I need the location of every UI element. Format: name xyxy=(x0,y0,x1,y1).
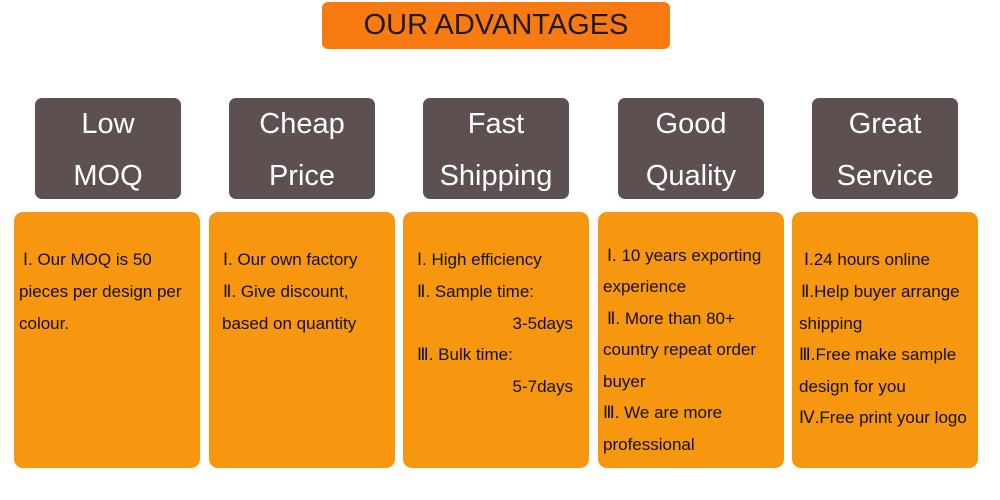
card-great-service: Ⅰ.24 hours online Ⅱ.Help buyer arrange s… xyxy=(792,212,978,468)
header-cheap-price: Cheap Price xyxy=(229,98,375,199)
card-line: Ⅰ. Our own factory xyxy=(223,250,358,269)
card-line: buyer xyxy=(603,372,646,391)
card-line: 3-5days xyxy=(512,314,573,333)
card-low-moq: Ⅰ. Our MOQ is 50 pieces per design per c… xyxy=(14,212,200,468)
card-line: Ⅱ.Help buyer arrange xyxy=(801,282,960,301)
header-line: Shipping xyxy=(439,160,553,192)
header-line: Price xyxy=(268,160,336,192)
card-line: design for you xyxy=(799,377,906,396)
card-line: Ⅱ. Give discount, xyxy=(223,282,349,301)
header-line: Service xyxy=(836,160,934,192)
card-line: 5-7days xyxy=(512,377,573,396)
header-low-moq: Low MOQ xyxy=(35,98,181,199)
card-line: pieces per design per xyxy=(19,282,182,301)
card-line: Ⅱ. Sample time: xyxy=(417,282,535,301)
card-line: Ⅲ.Free make sample xyxy=(799,345,957,364)
header-line: MOQ xyxy=(73,160,143,192)
header-line: Quality xyxy=(645,160,737,192)
header-line: Good xyxy=(655,108,727,140)
card-good-quality: Ⅰ. 10 years exporting experience Ⅱ. More… xyxy=(598,212,784,468)
header-line: Low xyxy=(81,108,135,140)
card-line: colour. xyxy=(19,314,70,333)
header-line: Cheap xyxy=(259,108,345,140)
card-line: Ⅰ. Our MOQ is 50 xyxy=(23,250,152,269)
header-line: Fast xyxy=(467,108,525,140)
header-line: Great xyxy=(848,108,922,140)
card-line: Ⅰ. High efficiency xyxy=(417,250,542,269)
card-line: based on quantity xyxy=(222,314,357,333)
card-line: Ⅳ.Free print your logo xyxy=(799,408,967,427)
card-line: country repeat order xyxy=(603,340,757,359)
card-line: Ⅲ. We are more xyxy=(603,403,723,422)
card-cheap-price: Ⅰ. Our own factory Ⅱ. Give discount, bas… xyxy=(209,212,395,468)
card-line: Ⅱ. More than 80+ xyxy=(607,309,735,328)
header-good-quality: Good Quality xyxy=(618,98,764,199)
card-fast-shipping: Ⅰ. High efficiency Ⅱ. Sample time: 3-5da… xyxy=(403,212,589,468)
card-line: Ⅰ. 10 years exporting xyxy=(607,246,762,265)
header-great-service: Great Service xyxy=(812,98,958,199)
header-fast-shipping: Fast Shipping xyxy=(423,98,569,199)
card-line: Ⅲ. Bulk time: xyxy=(417,345,513,364)
card-line: experience xyxy=(603,277,687,296)
card-line: Ⅰ.24 hours online xyxy=(804,250,930,269)
card-line: professional xyxy=(603,435,695,454)
page-title: OUR ADVANTAGES xyxy=(322,2,670,49)
card-line: shipping xyxy=(799,314,863,333)
